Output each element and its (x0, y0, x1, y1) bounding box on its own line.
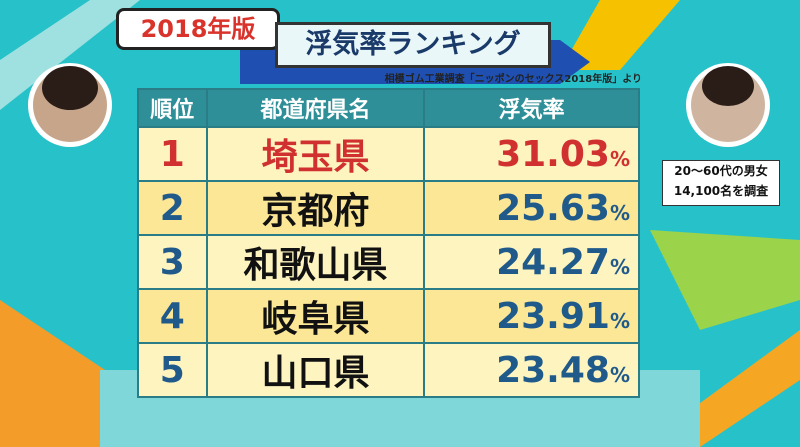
column-header: 浮気率 (423, 88, 640, 128)
rank-cell: 2 (137, 180, 208, 236)
edition-badge: 2018年版 (116, 8, 280, 50)
rate-cell: 25.63% (423, 180, 640, 236)
stripe (650, 230, 800, 330)
ranking-table: 順位 都道府県名 浮気率 1 埼玉県 31.03% 2 京都府 25.63% 3 和歌山県 24.2… (137, 88, 640, 398)
rate-unit: % (609, 254, 630, 279)
column-header: 都道府県名 (205, 88, 426, 128)
rate-unit: % (609, 146, 630, 171)
rate-cell: 24.27% (423, 234, 640, 290)
table-row: 2 京都府 25.63% (137, 180, 640, 236)
table-body: 1 埼玉県 31.03% 2 京都府 25.63% 3 和歌山県 24.27% 4 岐阜県 23.91… (137, 126, 640, 398)
stripe (0, 300, 120, 447)
survey-note: 20～60代の男女 14,100名を調査 (662, 160, 780, 206)
arrow (560, 0, 680, 70)
rank-cell: 5 (137, 342, 208, 398)
rank-cell: 1 (137, 126, 208, 182)
note-line: 20～60代の男女 (674, 164, 768, 178)
rate-unit: % (609, 362, 630, 387)
prefecture-cell: 和歌山県 (205, 234, 426, 290)
header-row: 順位 都道府県名 浮気率 (137, 88, 640, 128)
rate-value: 23.48 (496, 349, 610, 391)
rate-unit: % (609, 308, 630, 333)
table-row: 3 和歌山県 24.27% (137, 234, 640, 290)
prefecture-cell: 埼玉県 (205, 126, 426, 182)
prefecture-cell: 京都府 (205, 180, 426, 236)
rate-value: 31.03 (496, 133, 610, 175)
table-row: 5 山口県 23.48% (137, 342, 640, 398)
rate-value: 25.63 (496, 187, 610, 229)
prefecture-cell: 山口県 (205, 342, 426, 398)
rate-cell: 31.03% (423, 126, 640, 182)
rate-cell: 23.48% (423, 342, 640, 398)
table-head: 順位 都道府県名 浮気率 (137, 88, 640, 128)
rank-cell: 3 (137, 234, 208, 290)
title: 浮気率ランキング (275, 22, 551, 68)
table-row: 1 埼玉県 31.03% (137, 126, 640, 182)
rate-cell: 23.91% (423, 288, 640, 344)
rate-value: 24.27 (496, 241, 610, 283)
rate-unit: % (609, 200, 630, 225)
prefecture-cell: 岐阜県 (205, 288, 426, 344)
rank-cell: 4 (137, 288, 208, 344)
note-line: 14,100名を調査 (673, 184, 769, 198)
guest-hair (42, 66, 98, 110)
table-row: 4 岐阜県 23.91% (137, 288, 640, 344)
column-header: 順位 (137, 88, 208, 128)
source: 相模ゴム工業調査「ニッポンのセックス2018年版」より (384, 74, 642, 85)
rate-value: 23.91 (496, 295, 610, 337)
guest-hair (702, 66, 754, 106)
